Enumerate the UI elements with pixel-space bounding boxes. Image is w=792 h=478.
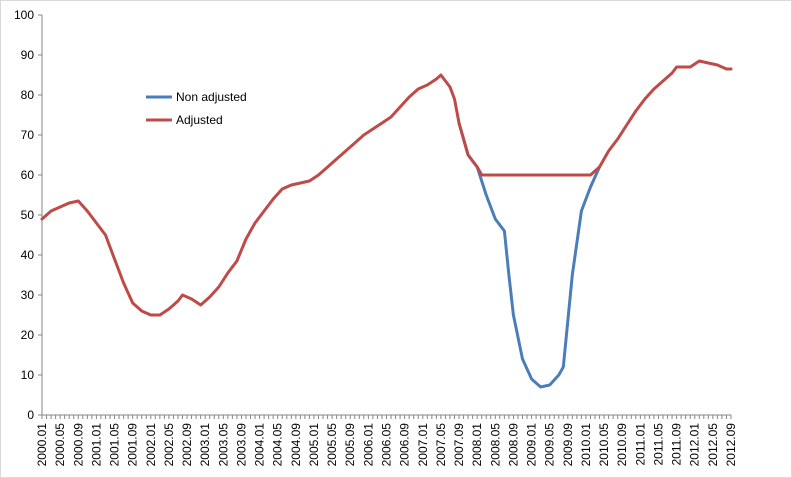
x-tick-label: 2005.05 (325, 423, 339, 467)
x-tick-label: 2004.05 (271, 423, 285, 467)
x-tick-label: 2002.01 (144, 423, 158, 467)
y-tick-label: 30 (21, 288, 35, 302)
x-tick-label: 2001.09 (126, 423, 140, 467)
x-tick-label: 2010.09 (615, 423, 629, 467)
y-tick-label: 0 (27, 408, 34, 422)
x-tick-label: 2004.09 (289, 423, 303, 467)
x-tick-label: 2008.05 (488, 423, 502, 467)
x-tick-label: 2005.01 (307, 423, 321, 467)
x-tick-label: 2011.01 (633, 423, 647, 466)
y-tick-label: 70 (21, 128, 35, 142)
x-tick-label: 2005.09 (343, 423, 357, 467)
x-tick-label: 2006.05 (380, 423, 394, 467)
y-tick-label: 40 (21, 248, 35, 262)
x-tick-label: 2003.09 (234, 423, 248, 467)
x-tick-label: 2012.09 (724, 423, 738, 467)
x-tick-label: 2009.01 (525, 423, 539, 467)
legend: Non adjusted Adjusted (146, 90, 247, 127)
y-tick-label: 90 (21, 48, 35, 62)
x-tick-label: 2010.05 (597, 423, 611, 467)
x-tick-label: 2006.09 (398, 423, 412, 467)
y-tick-label: 10 (21, 368, 35, 382)
y-tick-label: 50 (21, 208, 35, 222)
x-tick-label: 2012.01 (688, 423, 702, 467)
series-line-non-adjusted (457, 121, 601, 389)
y-tick-label: 60 (21, 168, 35, 182)
x-tick-label: 2001.05 (108, 423, 122, 467)
x-tick-label: 2004.01 (253, 423, 267, 467)
series-lines (40, 59, 733, 389)
x-tick-label: 2000.09 (71, 423, 85, 467)
x-tick-label: 2008.09 (506, 423, 520, 467)
legend-label-non-adjusted: Non adjusted (176, 90, 247, 104)
x-tick-label: 2007.09 (452, 423, 466, 467)
axes: 0 10 20 30 40 50 60 70 80 90 100 2000.01 2000.05 2000… (14, 8, 738, 466)
x-tick-label: 2009.09 (561, 423, 575, 467)
series-line-adjusted (40, 59, 733, 317)
x-tick-label: 2012.05 (706, 423, 720, 467)
x-tick-label: 2011.05 (651, 423, 665, 466)
y-tick-label: 20 (21, 328, 35, 342)
x-tick-label: 2010.01 (579, 423, 593, 467)
y-tick-label: 80 (21, 88, 35, 102)
y-tick-label: 100 (14, 8, 34, 22)
x-tick-label: 2009.05 (543, 423, 557, 467)
x-tick-label: 2006.01 (361, 423, 375, 467)
x-tick-label: 2008.01 (470, 423, 484, 467)
x-tick-label: 2001.01 (89, 423, 103, 467)
x-tick-label: 2000.01 (35, 423, 49, 467)
x-tick-label: 2007.05 (434, 423, 448, 467)
x-tick-label: 2002.05 (162, 423, 176, 467)
x-tick-label: 2003.05 (216, 423, 230, 467)
x-tick-label: 2000.05 (53, 423, 67, 467)
x-tick-label: 2003.01 (198, 423, 212, 467)
legend-label-adjusted: Adjusted (176, 113, 223, 127)
x-tick-label: 2002.09 (180, 423, 194, 467)
x-tick-label: 2011.09 (670, 423, 684, 466)
x-tick-label: 2007.01 (416, 423, 430, 467)
